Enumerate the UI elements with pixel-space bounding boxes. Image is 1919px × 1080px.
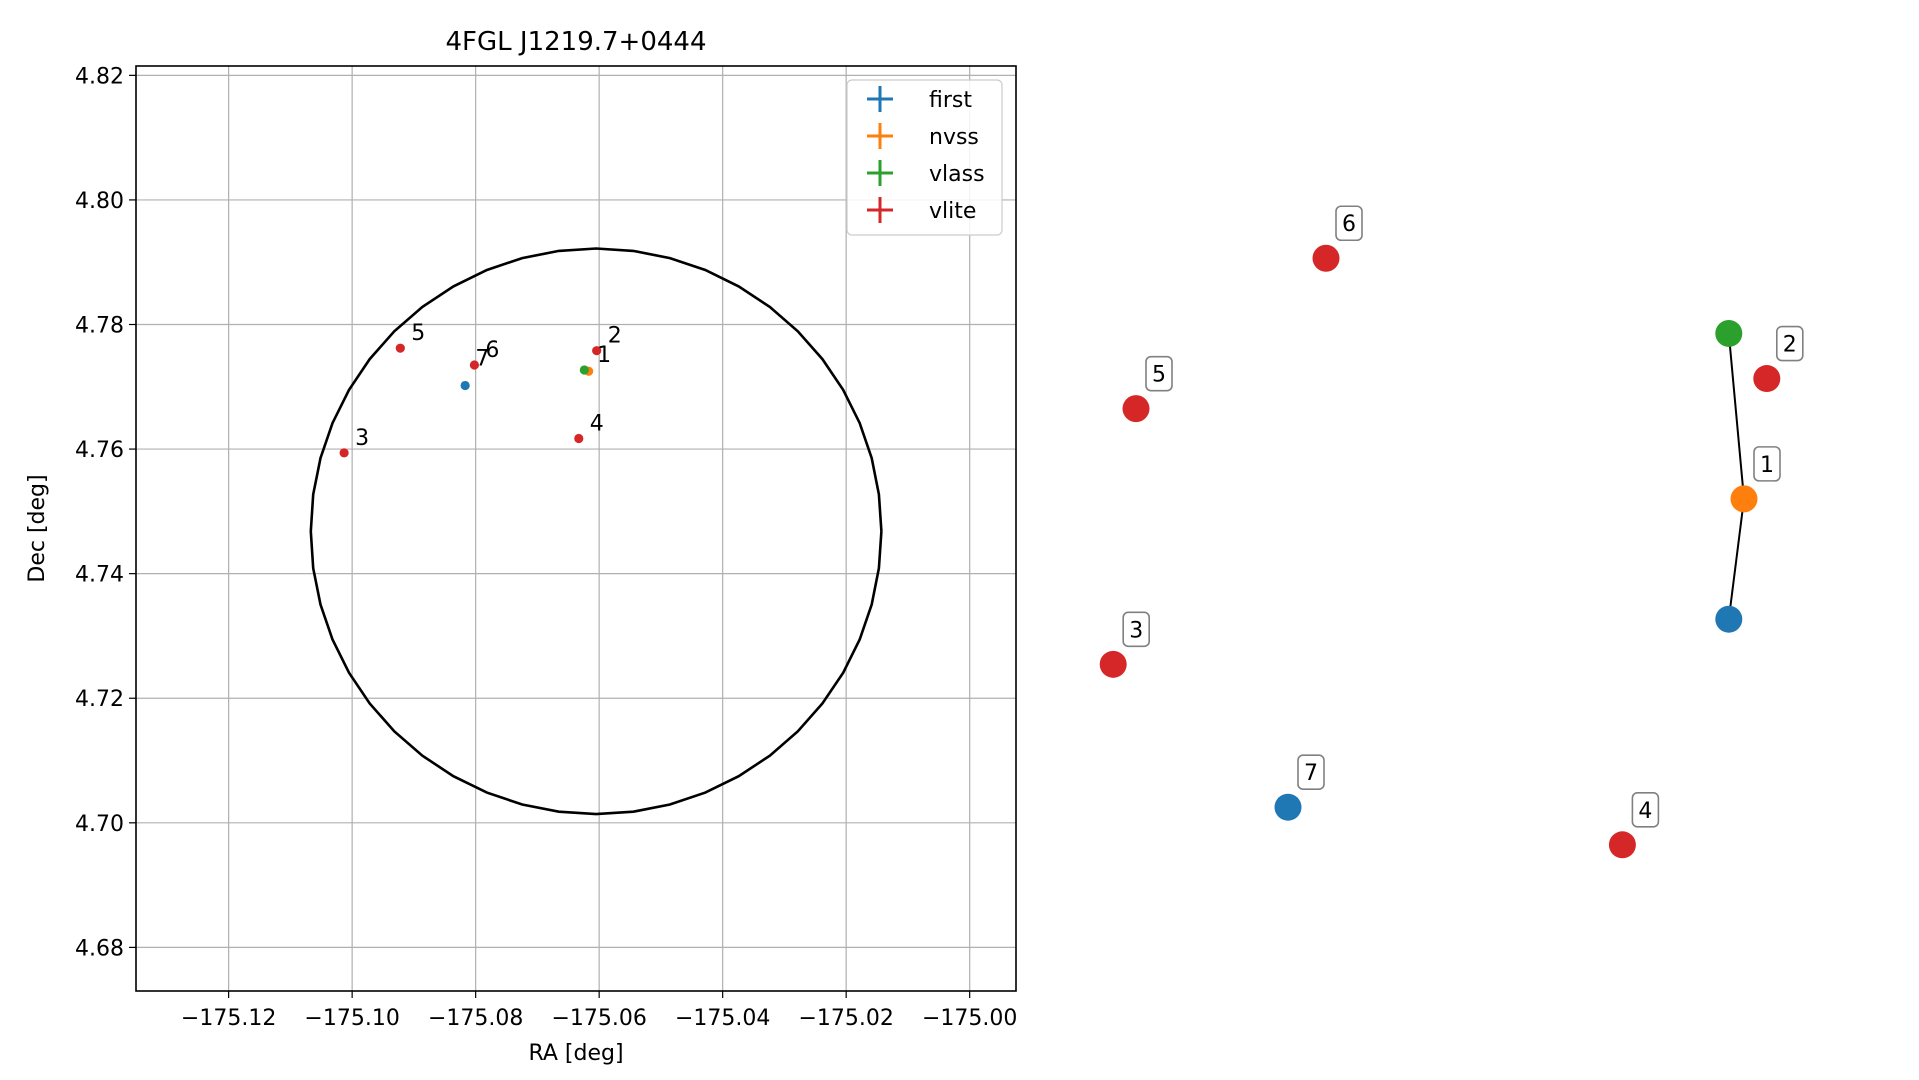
node-label: 2 (1783, 333, 1797, 358)
region-circle-path (309, 247, 883, 816)
y-tick-label: 4.78 (75, 314, 124, 339)
data-point-vlass (579, 365, 589, 375)
node-label-box (1631, 791, 1660, 828)
point-label: 6 (485, 338, 499, 363)
y-tick-label: 4.68 (75, 936, 124, 961)
node-label-box (1297, 754, 1325, 791)
data-point-first (460, 380, 470, 391)
data-point-vlite (592, 346, 602, 356)
node-label-box (1335, 205, 1363, 242)
point-label: 7 (475, 346, 489, 371)
legend-label: first (929, 88, 972, 113)
point-label: 1 (597, 343, 611, 368)
y-tick-label: 4.80 (75, 189, 124, 214)
x-tick-label: −175.10 (304, 1006, 399, 1031)
axis-ticks: −175.12 −175.10 −175.08 −175.06 −175.04 −175.… (75, 64, 1017, 1031)
network-node-vlite (1099, 650, 1127, 678)
node-label: 6 (1342, 212, 1356, 237)
legend[interactable]: first nvss vlass vlite (846, 79, 1003, 236)
x-tick-label: −175.12 (181, 1006, 276, 1031)
chart-title: 4FGL J1219.7+0444 (446, 27, 707, 57)
y-tick-label: 4.76 (75, 438, 124, 463)
node-label: 7 (1304, 761, 1318, 786)
node-label: 5 (1152, 363, 1166, 388)
data-point-vlite (574, 433, 584, 444)
region-circle (309, 247, 883, 816)
point-label: 3 (355, 426, 369, 451)
network-nodes: 1 2 3 4 5 6 7 (1099, 205, 1804, 859)
data-point-vlite (395, 343, 405, 353)
x-tick-label: −175.04 (675, 1006, 770, 1031)
x-tick-label: −175.02 (798, 1006, 893, 1031)
x-axis-label: RA [deg] (528, 1041, 623, 1066)
plot-frame (135, 65, 1017, 992)
x-tick-label: −175.06 (551, 1006, 646, 1031)
y-tick-label: 4.74 (75, 563, 124, 588)
node-label-box (1753, 446, 1781, 482)
network-node-vlite (1122, 395, 1150, 423)
data-point-vlite (339, 448, 349, 458)
y-tick-label: 4.72 (75, 687, 124, 712)
network-node-vlite (1312, 244, 1340, 272)
y-tick-label: 4.70 (75, 812, 124, 837)
network-node-first (1274, 793, 1302, 821)
network-node-vlite (1608, 831, 1636, 859)
legend-label: nvss (929, 125, 979, 150)
node-label: 3 (1129, 618, 1143, 643)
point-label: 2 (608, 324, 622, 349)
node-label: 4 (1638, 799, 1652, 824)
point-label: 5 (411, 321, 425, 346)
data-point-vlite (469, 360, 480, 370)
network-node-nvss (1730, 485, 1758, 513)
network-graph-panel: 1 2 3 4 5 6 7 (1099, 205, 1804, 859)
x-tick-label: −175.00 (922, 1006, 1017, 1031)
legend-label: vlite (929, 199, 976, 224)
y-axis-label: Dec [deg] (25, 474, 50, 582)
point-label: 4 (590, 411, 604, 436)
node-label-box (1776, 325, 1804, 362)
y-tick-label: 4.82 (75, 64, 124, 89)
network-node-vlass (1715, 319, 1743, 347)
node-label-box (1122, 611, 1150, 648)
network-edge (1727, 333, 1745, 499)
legend-box (846, 79, 1003, 236)
network-edge (1727, 498, 1745, 620)
network-node-vlite (1753, 365, 1781, 393)
node-label-box (1145, 355, 1173, 392)
network-node-first (1715, 605, 1743, 633)
node-label: 1 (1760, 453, 1774, 478)
legend-label: vlass (929, 162, 985, 187)
network-edges (1727, 333, 1745, 620)
x-tick-label: −175.08 (428, 1006, 523, 1031)
data-points: 2 3 4 5 6 1 7 (339, 321, 622, 458)
